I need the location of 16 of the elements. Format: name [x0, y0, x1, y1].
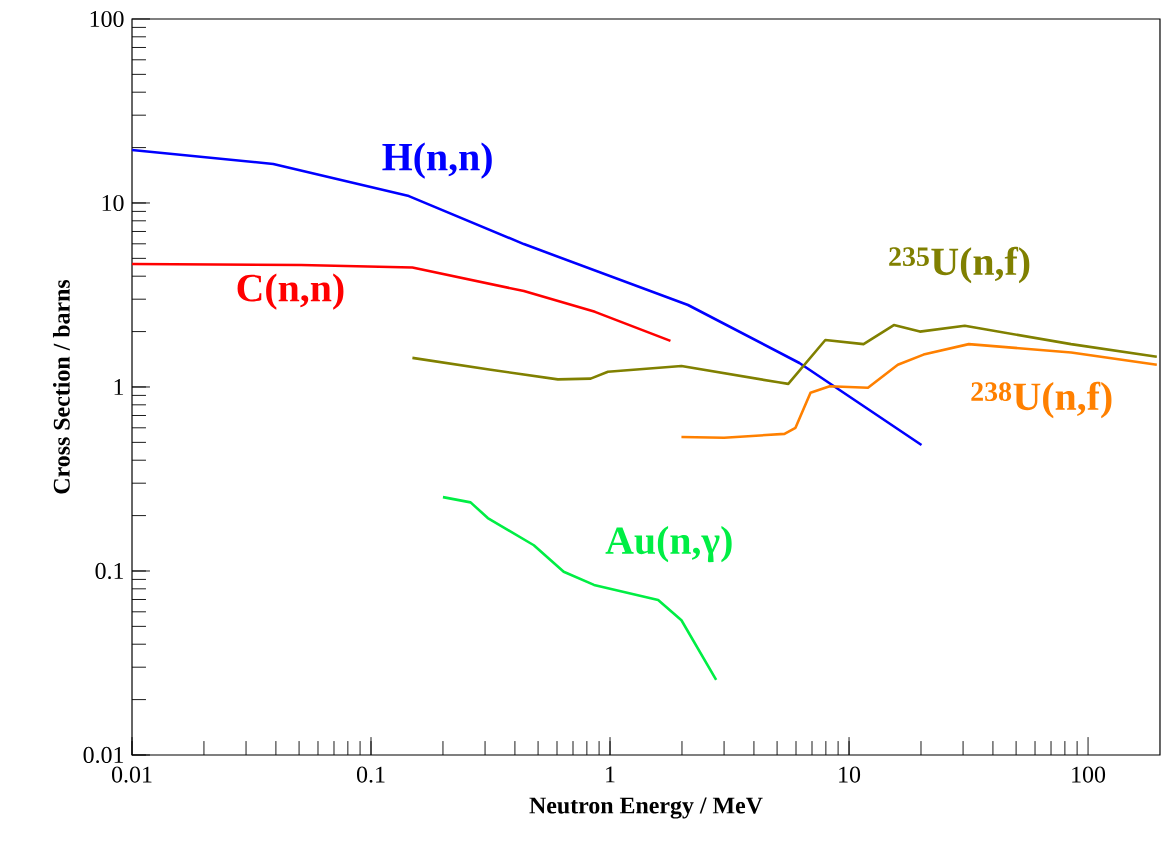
x-axis-title: Neutron Energy / MeV: [529, 797, 763, 819]
y-axis-title: Cross Section / barns: [52, 279, 70, 494]
y-tick-label: 1: [114, 379, 124, 395]
x-tick-label: 1: [606, 766, 615, 783]
series-label: Au(n,γ): [605, 526, 732, 563]
series-label: H(n,n): [382, 142, 492, 179]
series-label: C(n,n): [237, 273, 344, 310]
x-tick-label: 100: [1072, 766, 1106, 783]
x-tick-label: 0.1: [356, 766, 385, 783]
y-tick-label: 10: [102, 194, 124, 212]
y-tick-label: 0.1: [95, 562, 124, 580]
x-tick-label: 10: [839, 766, 861, 783]
series-label: $^{235}$U(n,f): [889, 246, 1030, 284]
y-tick-label: 0.01: [83, 746, 124, 764]
series-label: $^{238}$U(n,f): [971, 381, 1112, 419]
y-tick-label: 100: [90, 10, 124, 28]
